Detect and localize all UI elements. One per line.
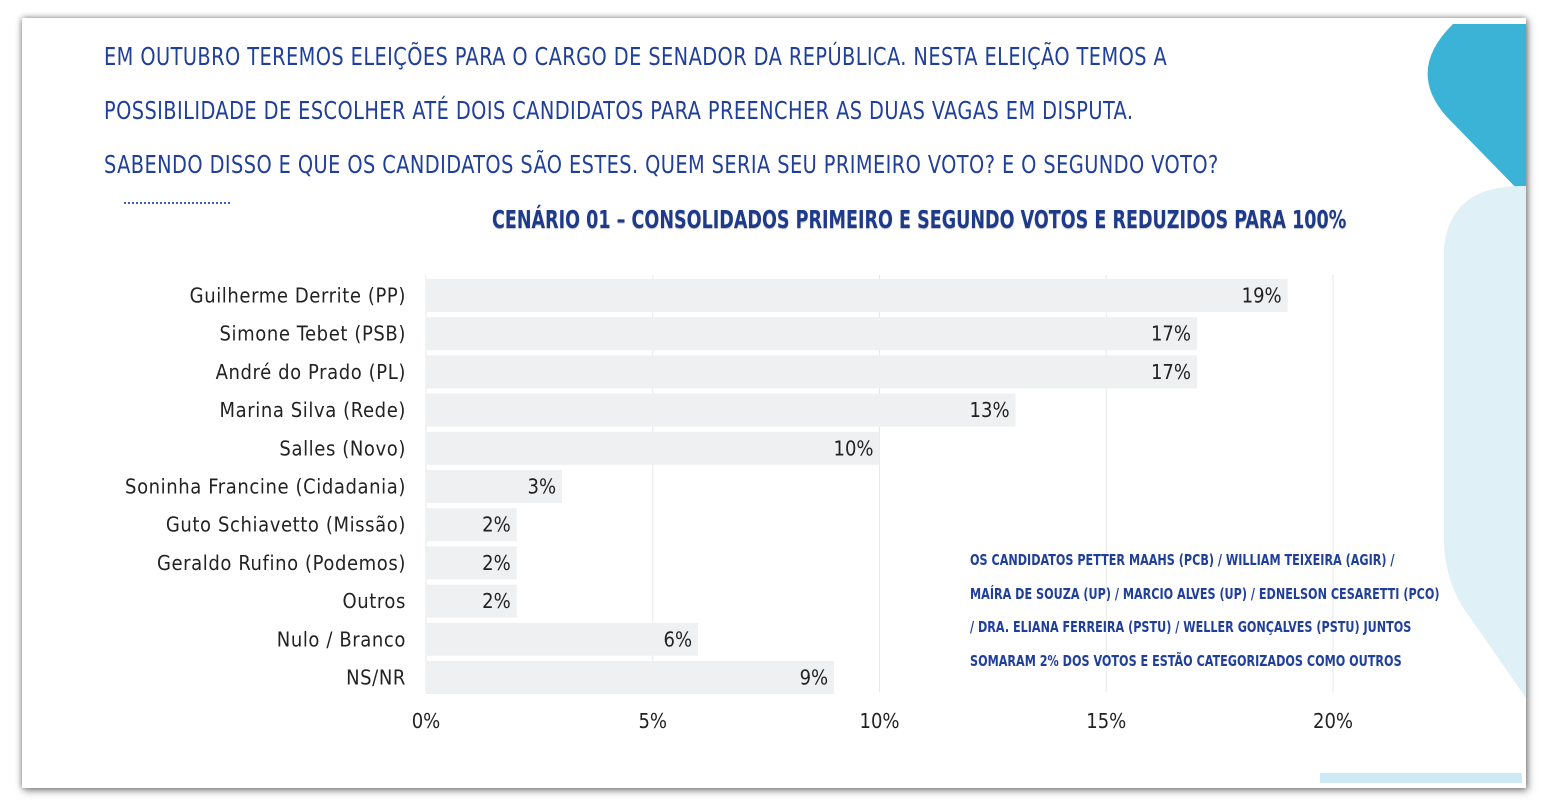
bottom-accent-bar [1320, 773, 1522, 783]
footnote-line: / DRA. ELIANA FERREIRA (PSTU) / WELLER G… [970, 618, 1412, 636]
value-label: 6% [664, 627, 693, 651]
bar [426, 546, 517, 580]
category-label: Marina Silva (Rede) [219, 398, 406, 422]
bar [426, 508, 517, 542]
footnote-line: MAÍRA DE SOUZA (UP) / MARCIO ALVES (UP) … [970, 584, 1440, 603]
decorative-shapes [1320, 24, 1526, 783]
category-label: Salles (Novo) [279, 436, 406, 460]
category-label: Outros [342, 589, 406, 613]
bar [426, 279, 1288, 312]
bar [426, 431, 880, 465]
question-line: SABENDO DISSO E QUE OS CANDIDATOS SÃO ES… [104, 150, 1219, 179]
bar [426, 661, 835, 694]
category-label: NS/NR [346, 666, 406, 690]
teal-corner-shape [1427, 24, 1526, 198]
value-label: 9% [800, 666, 829, 690]
footnote-line: SOMARAM 2% DOS VOTOS E ESTÃO CATEGORIZAD… [970, 651, 1402, 670]
category-label: Soninha Francine (Cidadania) [125, 475, 406, 499]
bar [426, 584, 517, 618]
x-tick-label: 5% [638, 709, 667, 733]
dotted-divider [124, 202, 230, 204]
value-label: 2% [482, 513, 511, 537]
x-tick-label: 0% [412, 709, 441, 733]
bar [426, 355, 1197, 389]
value-label: 2% [482, 551, 511, 575]
light-side-shape [1444, 185, 1526, 698]
category-label: Simone Tebet (PSB) [219, 322, 406, 346]
bar [426, 317, 1197, 351]
category-label: Guto Schiavetto (Missão) [166, 513, 406, 537]
category-label: Nulo / Branco [277, 627, 406, 651]
value-label: 19% [1242, 284, 1282, 308]
value-label: 2% [482, 589, 511, 613]
value-label: 10% [834, 436, 874, 460]
value-label: 3% [528, 475, 557, 499]
survey-question: EM OUTUBRO TEREMOS ELEIÇÕES PARA O CARGO… [104, 30, 1222, 192]
report-slide: EM OUTUBRO TEREMOS ELEIÇÕES PARA O CARGO… [22, 18, 1526, 788]
x-tick-label: 10% [860, 709, 900, 733]
bar [426, 622, 699, 656]
x-tick-label: 15% [1086, 709, 1126, 733]
x-tick-label: 20% [1313, 709, 1353, 733]
category-label: Geraldo Rufino (Podemos) [157, 551, 406, 575]
value-label: 17% [1151, 322, 1191, 346]
bar [426, 393, 1016, 427]
footnote-line: OS CANDIDATOS PETTER MAAHS (PCB) / WILLI… [970, 551, 1395, 569]
category-label: André do Prado (PL) [216, 360, 406, 384]
question-line: POSSIBILIDADE DE ESCOLHER ATÉ DOIS CANDI… [104, 96, 1134, 125]
bar-chart: Guilherme Derrite (PP) 19% Simone Tebet (P… [125, 275, 1353, 733]
chart-title: CENÁRIO 01 – CONSOLIDADOS PRIMEIRO E SEG… [492, 205, 1347, 234]
category-label: Guilherme Derrite (PP) [190, 284, 406, 308]
value-label: 17% [1151, 360, 1191, 384]
footnote: OS CANDIDATOS PETTER MAAHS (PCB) / WILLI… [970, 544, 1440, 678]
bar [426, 470, 563, 503]
question-line: EM OUTUBRO TEREMOS ELEIÇÕES PARA O CARGO… [104, 42, 1168, 71]
value-label: 13% [970, 398, 1010, 422]
